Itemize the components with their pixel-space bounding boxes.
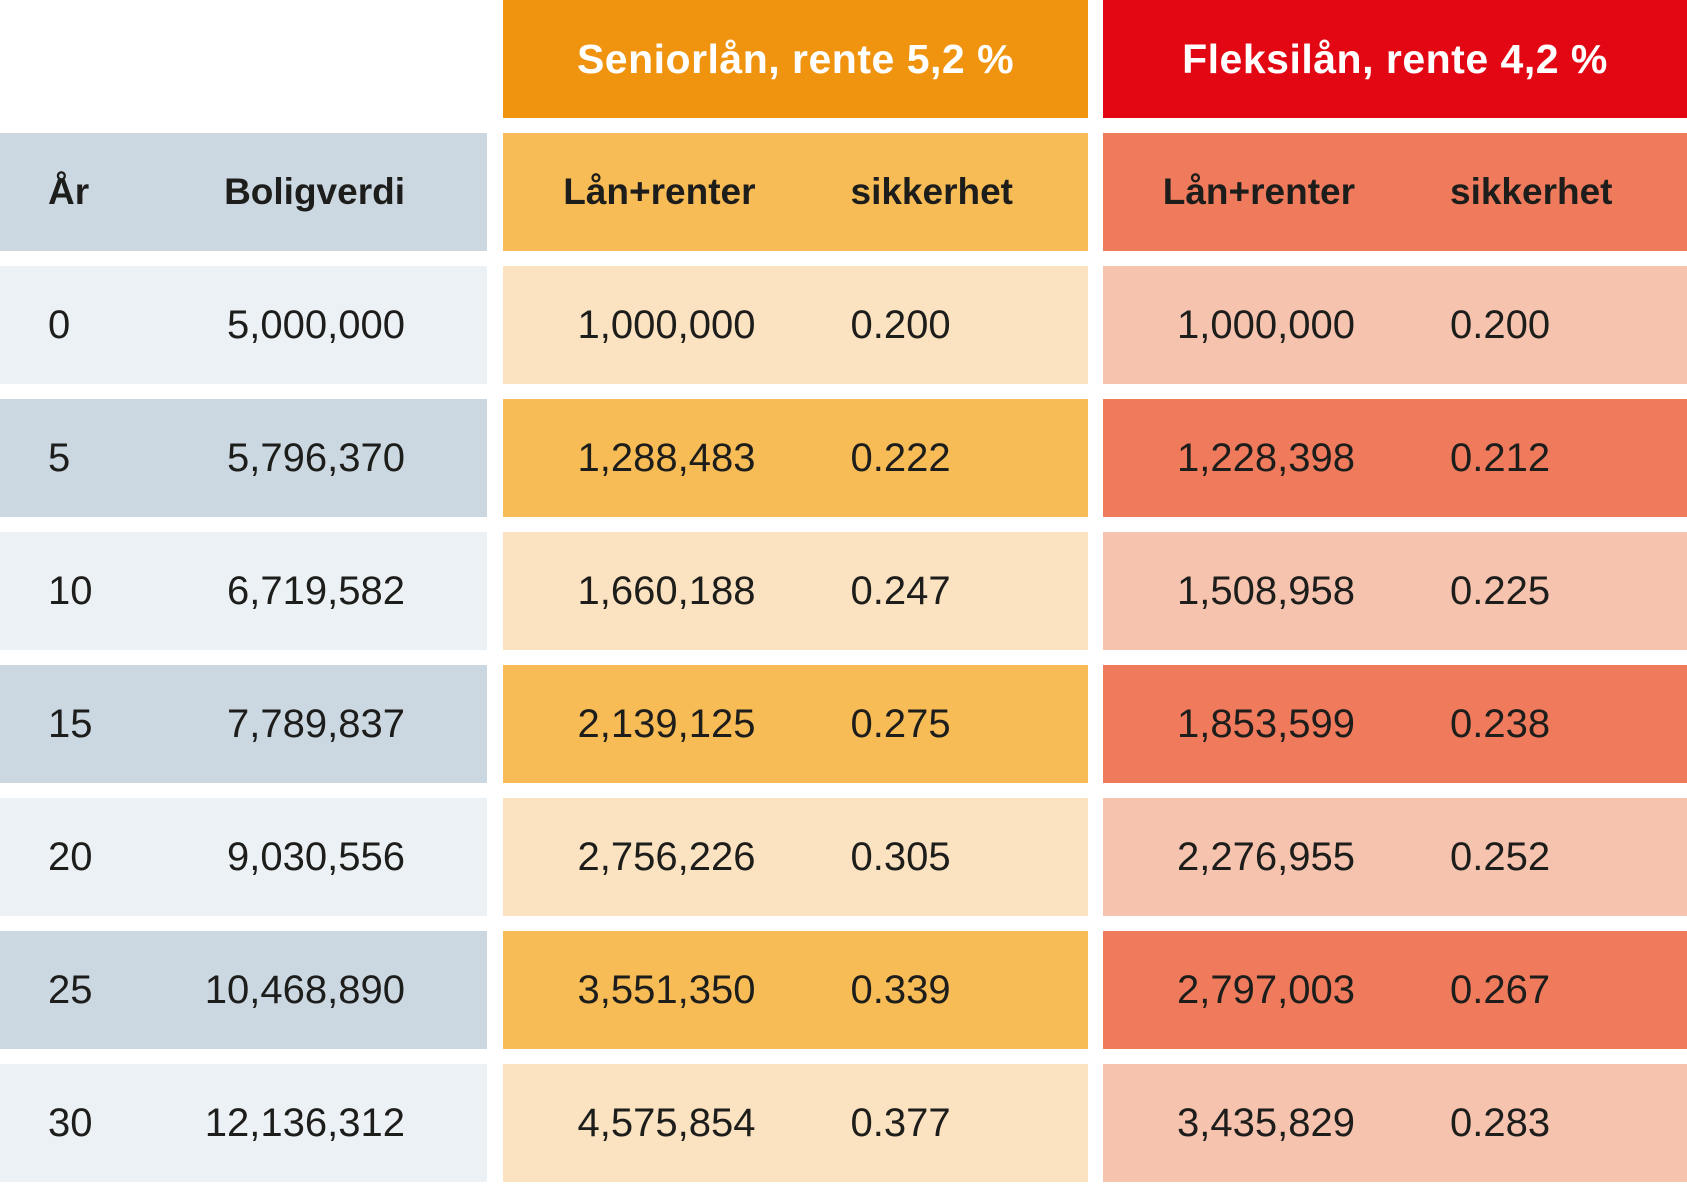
column-header-row-base: År Boligverdi (0, 133, 487, 251)
column-header-year: År (48, 171, 90, 212)
table-row: 0 5,000,000 (0, 266, 487, 384)
column-header-loan-plus-interest: Lån+renter (1162, 171, 1355, 212)
cell-security: 0.200 (850, 302, 951, 347)
cell-loan-plus-interest: 2,797,003 (1177, 967, 1355, 1012)
column-header-security: sikkerhet (850, 171, 1014, 212)
cell-loan-plus-interest: 1,228,398 (1177, 435, 1355, 480)
cell-loan-plus-interest: 1,288,483 (577, 435, 756, 480)
column-header-row-fleksilaan: Lån+renter sikkerhet (1103, 133, 1687, 251)
cell-security: 0.252 (1450, 834, 1551, 879)
table-row: 1,228,398 0.212 (1103, 399, 1687, 517)
table-row: 20 9,030,556 (0, 798, 487, 916)
cell-year: 30 (48, 1100, 93, 1145)
group-title-seniorlaan: Seniorlån, rente 5,2 % (503, 0, 1088, 118)
table-row: 2,756,226 0.305 (503, 798, 1088, 916)
cell-home-value: 7,789,837 (227, 701, 405, 746)
cell-loan-plus-interest: 1,853,599 (1177, 701, 1355, 746)
cell-security: 0.212 (1450, 435, 1551, 480)
cell-home-value: 5,000,000 (227, 302, 405, 347)
cell-security: 0.275 (850, 701, 951, 746)
cell-year: 20 (48, 834, 93, 879)
cell-loan-plus-interest: 2,276,955 (1177, 834, 1355, 879)
header-spacer (0, 0, 487, 118)
colgroup-fleksilaan: Fleksilån, rente 4,2 % Lån+renter sikker… (1103, 0, 1687, 1197)
cell-home-value: 6,719,582 (227, 568, 405, 613)
cell-home-value: 9,030,556 (227, 834, 405, 879)
table-row: 1,853,599 0.238 (1103, 665, 1687, 783)
table-row: 15 7,789,837 (0, 665, 487, 783)
table-row: 4,575,854 0.377 (503, 1064, 1088, 1182)
table-row: 1,288,483 0.222 (503, 399, 1088, 517)
cell-home-value: 5,796,370 (227, 435, 405, 480)
cell-year: 0 (48, 302, 71, 347)
cell-loan-plus-interest: 1,000,000 (1177, 302, 1355, 347)
table-row: 25 10,468,890 (0, 931, 487, 1049)
table-row: 1,508,958 0.225 (1103, 532, 1687, 650)
cell-security: 0.222 (850, 435, 951, 480)
cell-security: 0.267 (1450, 967, 1551, 1012)
cell-home-value: 10,468,890 (204, 967, 405, 1012)
table-row: 30 12,136,312 (0, 1064, 487, 1182)
cell-loan-plus-interest: 1,660,188 (577, 568, 756, 613)
group-title-fleksilaan: Fleksilån, rente 4,2 % (1103, 0, 1687, 118)
table-row: 5 5,796,370 (0, 399, 487, 517)
rows-base: 0 5,000,000 5 5,796,370 10 6,719,582 15 7,789,8… (0, 266, 487, 1182)
table-row: 10 6,719,582 (0, 532, 487, 650)
cell-home-value: 12,136,312 (204, 1100, 405, 1145)
cell-security: 0.283 (1450, 1100, 1551, 1145)
cell-security: 0.377 (850, 1100, 951, 1145)
column-header-security: sikkerhet (1450, 171, 1613, 212)
table-row: 1,000,000 0.200 (503, 266, 1088, 384)
cell-loan-plus-interest: 2,139,125 (577, 701, 756, 746)
table-row: 1,000,000 0.200 (1103, 266, 1687, 384)
column-header-home-value: Boligverdi (224, 171, 405, 212)
column-header-loan-plus-interest: Lån+renter (563, 171, 756, 212)
column-header-row-seniorlaan: Lån+renter sikkerhet (503, 133, 1088, 251)
cell-security: 0.247 (850, 568, 951, 613)
cell-loan-plus-interest: 3,435,829 (1177, 1100, 1355, 1145)
cell-security: 0.225 (1450, 568, 1551, 613)
rows-seniorlaan: 1,000,000 0.200 1,288,483 0.222 1,660,188 0.2… (503, 266, 1088, 1182)
table-row: 2,797,003 0.267 (1103, 931, 1687, 1049)
cell-loan-plus-interest: 2,756,226 (577, 834, 756, 879)
table-row: 2,139,125 0.275 (503, 665, 1088, 783)
cell-year: 10 (48, 568, 93, 613)
table-row: 3,551,350 0.339 (503, 931, 1088, 1049)
table-row: 3,435,829 0.283 (1103, 1064, 1687, 1182)
rows-fleksilaan: 1,000,000 0.200 1,228,398 0.212 1,508,958 0.2… (1103, 266, 1687, 1182)
cell-loan-plus-interest: 4,575,854 (577, 1100, 756, 1145)
colgroup-base: År Boligverdi 0 5,000,000 5 5,796,370 10 6,71… (0, 0, 487, 1197)
cell-security: 0.339 (850, 967, 951, 1012)
cell-security: 0.238 (1450, 701, 1551, 746)
cell-year: 25 (48, 967, 93, 1012)
cell-loan-plus-interest: 3,551,350 (577, 967, 756, 1012)
cell-year: 5 (48, 435, 71, 480)
colgroup-seniorlaan: Seniorlån, rente 5,2 % Lån+renter sikker… (503, 0, 1088, 1197)
cell-security: 0.200 (1450, 302, 1551, 347)
cell-loan-plus-interest: 1,000,000 (577, 302, 756, 347)
cell-loan-plus-interest: 1,508,958 (1177, 568, 1355, 613)
cell-security: 0.305 (850, 834, 951, 879)
table-row: 2,276,955 0.252 (1103, 798, 1687, 916)
cell-year: 15 (48, 701, 93, 746)
table-row: 1,660,188 0.247 (503, 532, 1088, 650)
